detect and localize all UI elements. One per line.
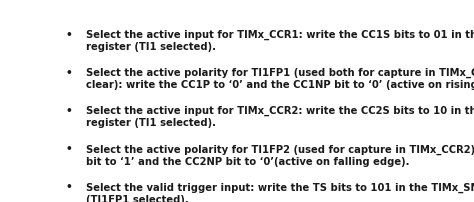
Text: Select the active input for TIMx_CCR1: write the CC1S bits to 01 in the TIMx_CCM: Select the active input for TIMx_CCR1: w… (86, 30, 474, 52)
Text: Select the valid trigger input: write the TS bits to 101 in the TIMx_SMCR regist: Select the valid trigger input: write th… (86, 181, 474, 202)
Text: Select the active polarity for TI1FP1 (used both for capture in TIMx_CCR1 and co: Select the active polarity for TI1FP1 (u… (86, 68, 474, 90)
Text: Select the active polarity for TI1FP2 (used for capture in TIMx_CCR2): write the: Select the active polarity for TI1FP2 (u… (86, 144, 474, 166)
Text: •: • (66, 144, 73, 154)
Text: Select the active input for TIMx_CCR2: write the CC2S bits to 10 in the TIMx_CCM: Select the active input for TIMx_CCR2: w… (86, 106, 474, 128)
Text: •: • (66, 30, 73, 40)
Text: •: • (66, 106, 73, 116)
Text: •: • (66, 68, 73, 78)
Text: •: • (66, 181, 73, 191)
